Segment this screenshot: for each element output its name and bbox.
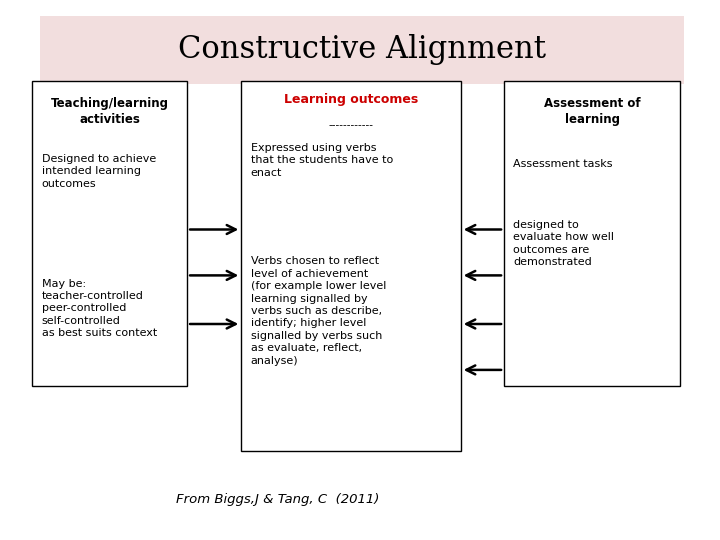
Text: Designed to achieve
intended learning
outcomes: Designed to achieve intended learning ou…	[42, 154, 156, 188]
Text: Teaching/learning
activities: Teaching/learning activities	[51, 97, 168, 126]
FancyBboxPatch shape	[32, 81, 187, 386]
FancyBboxPatch shape	[504, 81, 680, 386]
Text: designed to
evaluate how well
outcomes are
demonstrated: designed to evaluate how well outcomes a…	[513, 220, 614, 267]
Text: May be:
teacher-controlled
peer-controlled
self-controlled
as best suits context: May be: teacher-controlled peer-controll…	[42, 279, 157, 338]
Text: ------------: ------------	[328, 120, 374, 130]
Text: Constructive Alignment: Constructive Alignment	[178, 35, 546, 65]
Text: Expressed using verbs
that the students have to
enact: Expressed using verbs that the students …	[251, 143, 393, 178]
Text: Learning outcomes: Learning outcomes	[284, 93, 418, 106]
Text: Assessment tasks: Assessment tasks	[513, 159, 613, 170]
FancyBboxPatch shape	[241, 81, 461, 451]
FancyBboxPatch shape	[40, 16, 684, 84]
Text: Assessment of
learning: Assessment of learning	[544, 97, 641, 126]
Text: From Biggs,J & Tang, C  (2011): From Biggs,J & Tang, C (2011)	[176, 493, 379, 506]
Text: Verbs chosen to reflect
level of achievement
(for example lower level
learning s: Verbs chosen to reflect level of achieve…	[251, 256, 386, 366]
